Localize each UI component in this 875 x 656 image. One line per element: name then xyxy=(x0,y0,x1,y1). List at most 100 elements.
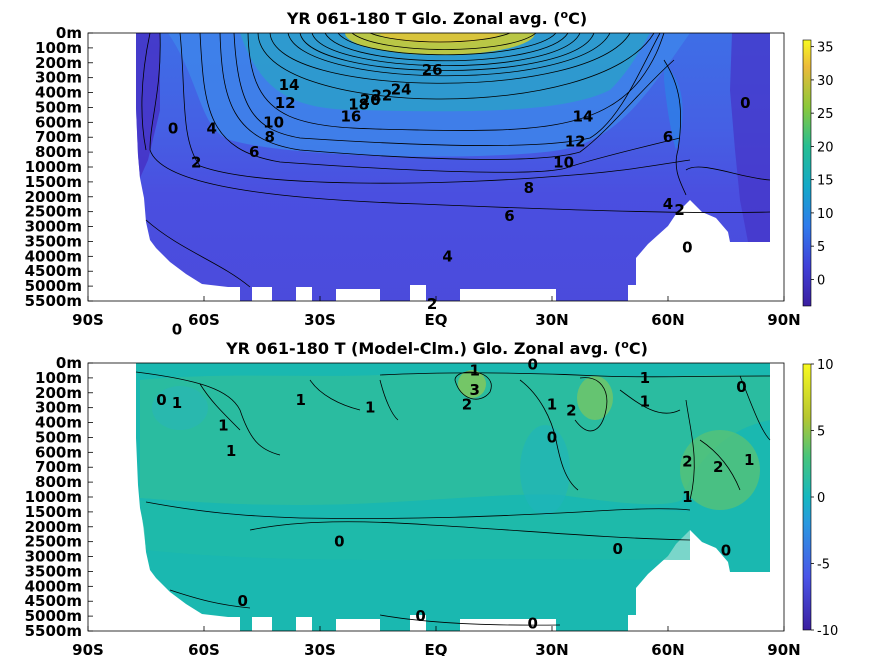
bottom-y-tick-label: 0m xyxy=(56,354,82,372)
top-contour-label: 4 xyxy=(207,119,217,137)
top-contour-label: 16 xyxy=(340,107,361,125)
top-x-tick-label: 30N xyxy=(535,311,568,329)
top-y-tick-label: 600m xyxy=(35,113,82,131)
bottom-contour-label: 0 xyxy=(527,615,537,633)
top-contour-label: 20 xyxy=(360,91,381,109)
top-contour-label: 10 xyxy=(553,154,574,172)
bottom-contour-label: 0 xyxy=(156,391,166,409)
bottom-x-tick-label: 90S xyxy=(72,641,104,656)
top-colorbar-tick-label: 0 xyxy=(817,273,825,288)
bottom-contour-label: 3 xyxy=(469,381,479,399)
bottom-contour-label: 1 xyxy=(640,369,650,387)
top-y-tick-label: 700m xyxy=(35,128,82,146)
top-contour-label: 2 xyxy=(427,295,437,313)
bottom-contour-label: 2 xyxy=(713,458,723,476)
bottom-contour-label: 0 xyxy=(547,428,557,446)
top-y-tick-label: 0m xyxy=(56,24,82,42)
top-y-tick-label: 800m xyxy=(35,143,82,161)
top-y-tick-label: 5500m xyxy=(25,292,82,310)
bottom-chart: YR 061-180 T (Model-Clm.) Glo. Zonal avg… xyxy=(25,338,839,656)
top-contour-label: 18 xyxy=(348,95,369,113)
bottom-colorbar-ticks: -10 -5 0 5 10 xyxy=(811,358,838,639)
top-y-ticks: 0m100m200m300m400m500m600m700m800m1000m1… xyxy=(25,24,93,310)
bottom-field xyxy=(135,363,771,631)
bottom-colorbar-tick-label: -10 xyxy=(817,624,838,639)
bottom-x-tick-label: EQ xyxy=(425,641,448,656)
top-x-tick-label: 60S xyxy=(188,311,220,329)
top-contour-label: 24 xyxy=(391,81,412,99)
bottom-contour-label: 0 xyxy=(415,607,425,625)
top-y-tick-label: 5000m xyxy=(25,277,82,295)
top-y-tick-label: 2500m xyxy=(25,203,82,221)
top-y-tick-label: 200m xyxy=(35,54,82,72)
bottom-y-ticks: 0m100m200m300m400m500m600m700m800m1000m1… xyxy=(25,354,93,640)
bottom-y-tick-label: 400m xyxy=(35,414,82,432)
bottom-y-tick-label: 2000m xyxy=(25,518,82,536)
bottom-contour-label: 2 xyxy=(682,452,692,470)
bottom-chart-title: YR 061-180 T (Model-Clm.) Glo. Zonal avg… xyxy=(225,338,648,358)
bottom-colorbar-tick-label: 10 xyxy=(817,358,834,373)
top-contour-label: 0 xyxy=(682,238,692,256)
bottom-y-tick-label: 4500m xyxy=(25,592,82,610)
top-contour-label: 8 xyxy=(265,128,275,146)
top-y-tick-label: 1500m xyxy=(25,173,82,191)
bottom-contour-label: 1 xyxy=(295,391,305,409)
bottom-contour-label: 1 xyxy=(682,488,692,506)
top-contour-label: 0 xyxy=(740,94,750,112)
top-chart-title: YR 061-180 T Glo. Zonal avg. (oC) xyxy=(286,8,587,28)
bottom-y-tick-label: 5500m xyxy=(25,622,82,640)
bottom-contour-label: 0 xyxy=(237,592,247,610)
top-colorbar-tick-label: 30 xyxy=(817,74,834,89)
bottom-contour-label: 2 xyxy=(462,396,472,414)
bottom-y-tick-label: 5000m xyxy=(25,607,82,625)
bottom-contour-label: 1 xyxy=(744,451,754,469)
bottom-contour-label: 1 xyxy=(172,394,182,412)
bottom-colorbar-tick-label: 0 xyxy=(817,491,825,506)
top-colorbar-tick-label: 35 xyxy=(817,41,834,56)
bottom-y-tick-label: 3000m xyxy=(25,548,82,566)
top-field xyxy=(136,33,771,301)
top-contour-label: 0 xyxy=(168,119,178,137)
bottom-x-tick-label: 30S xyxy=(304,641,336,656)
top-x-tick-label: EQ xyxy=(425,311,448,329)
top-y-tick-label: 4500m xyxy=(25,262,82,280)
bottom-y-tick-label: 300m xyxy=(35,399,82,417)
bottom-contour-label: 1 xyxy=(547,396,557,414)
bottom-contour-label: 1 xyxy=(226,442,236,460)
top-y-tick-label: 500m xyxy=(35,98,82,116)
top-y-tick-label: 3500m xyxy=(25,232,82,250)
bottom-contour-label: 0 xyxy=(334,533,344,551)
bottom-y-tick-label: 800m xyxy=(35,473,82,491)
bottom-contour-label: 1 xyxy=(640,393,650,411)
top-contour-labels: 2624222018161412108642014121086420064200 xyxy=(168,61,751,380)
bottom-contour-label: 1 xyxy=(365,399,375,417)
top-contour-label: 26 xyxy=(422,61,443,79)
bottom-contour-label: 0 xyxy=(527,355,537,373)
top-colorbar-tick-label: 15 xyxy=(817,174,834,189)
bottom-y-tick-label: 500m xyxy=(35,428,82,446)
bottom-y-tick-label: 2500m xyxy=(25,533,82,551)
top-colorbar-tick-label: 10 xyxy=(817,207,834,222)
top-y-tick-label: 3000m xyxy=(25,218,82,236)
top-y-tick-label: 1000m xyxy=(25,158,82,176)
top-contour-label: 22 xyxy=(371,87,392,105)
bottom-x-ticks: 90S 60S 30S EQ 30N 60N 90N xyxy=(72,626,801,656)
top-contour-label: 2 xyxy=(191,154,201,172)
top-colorbar-tick-label: 20 xyxy=(817,140,834,155)
top-contour-label: 6 xyxy=(663,128,673,146)
bottom-y-tick-label: 600m xyxy=(35,443,82,461)
top-contour-label: 14 xyxy=(279,76,300,94)
top-y-tick-label: 100m xyxy=(35,39,82,57)
top-x-tick-label: 90N xyxy=(767,311,800,329)
top-x-tick-label: 30S xyxy=(304,311,336,329)
bottom-y-tick-label: 1500m xyxy=(25,503,82,521)
top-colorbar-tick-label: 5 xyxy=(817,240,825,255)
bottom-y-tick-label: 4000m xyxy=(25,577,82,595)
top-x-tick-label: 90S xyxy=(72,311,104,329)
top-x-tick-label: 60N xyxy=(651,311,684,329)
top-contour-label: 6 xyxy=(504,207,514,225)
top-contour-label: 12 xyxy=(565,133,586,151)
bottom-contour-label: 0 xyxy=(736,378,746,396)
